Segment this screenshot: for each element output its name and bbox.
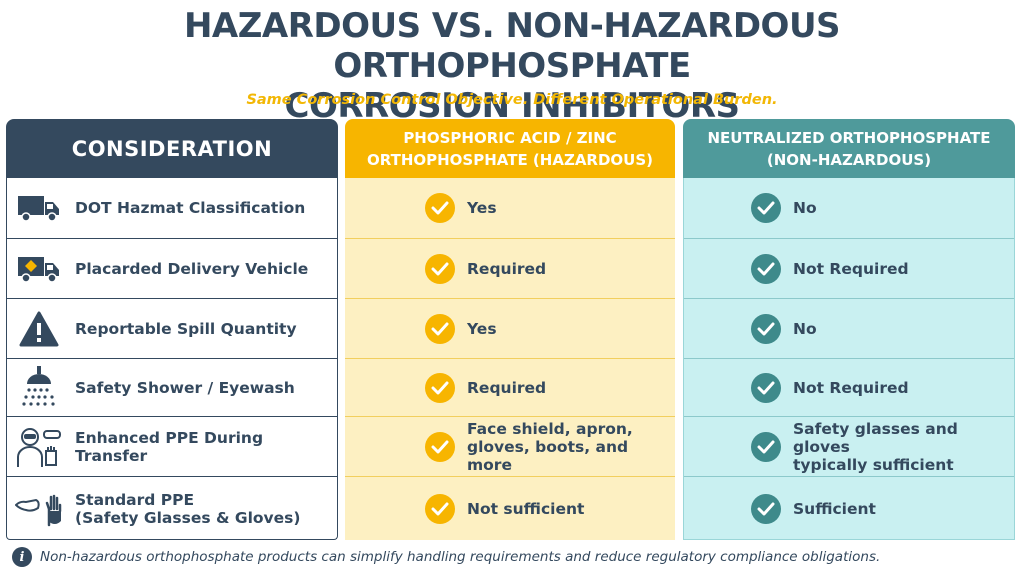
- subtitle: Same Corrosion Control Objective. Differ…: [246, 92, 778, 108]
- check-icon: [425, 193, 455, 223]
- check-icon: [425, 253, 455, 284]
- hazardous-cell: Yes: [345, 298, 675, 358]
- check-icon: [751, 431, 781, 462]
- check-icon: [751, 372, 781, 403]
- consideration-label: Safety Shower / Eyewash: [75, 378, 295, 397]
- hazardous-cell: Required: [345, 358, 675, 416]
- nonhazardous-header: NEUTRALIZED ORTHOPHOSPHATE (NON-HAZARDOUS…: [683, 119, 1015, 178]
- hazardous-column: PHOSPHORIC ACID / ZINC ORTHOPHOSPHATE (HA…: [345, 119, 675, 540]
- nonhazardous-cell: Safety glasses and gloves typically suffi…: [684, 416, 1014, 476]
- glasses-gloves-icon: [15, 487, 63, 531]
- consideration-header: CONSIDERATION: [6, 119, 338, 178]
- nonhazardous-cell: Not Required: [684, 358, 1014, 416]
- footer-note: i Non-hazardous orthophosphate products …: [12, 547, 1012, 567]
- consideration-row: Reportable Spill Quantity: [7, 298, 337, 358]
- nonhazardous-cell: No: [684, 298, 1014, 358]
- consideration-row: Placarded Delivery Vehicle: [7, 238, 337, 298]
- info-icon: i: [12, 547, 32, 567]
- hazardous-cell: Required: [345, 238, 675, 298]
- consideration-label: DOT Hazmat Classification: [75, 199, 306, 217]
- page-title: HAZARDOUS VS. NON-HAZARDOUS ORTHOPHOSPHA…: [0, 6, 1024, 126]
- title-line-1: HAZARDOUS VS. NON-HAZARDOUS ORTHOPHOSPHA…: [183, 6, 841, 86]
- check-icon: [751, 193, 781, 223]
- hazardous-cell: Face shield, apron, gloves, boots, and mo…: [345, 416, 675, 476]
- nonhazardous-cell: Not Required: [684, 238, 1014, 298]
- hazardous-cell: Yes: [345, 178, 675, 238]
- consideration-row: Safety Shower / Eyewash: [7, 358, 337, 416]
- check-icon: [425, 313, 455, 344]
- shower-icon: [15, 365, 63, 410]
- ppe-worker-icon: [15, 425, 63, 469]
- consideration-column: CONSIDERATION DOT Hazmat Classification …: [6, 119, 338, 540]
- consideration-label: Standard PPE (Safety Glasses & Gloves): [75, 490, 301, 527]
- check-icon: [425, 431, 455, 462]
- nonhazardous-column: NEUTRALIZED ORTHOPHOSPHATE (NON-HAZARDOUS…: [683, 119, 1015, 540]
- check-icon: [751, 313, 781, 344]
- check-icon: [751, 253, 781, 284]
- truck-icon: [15, 186, 63, 230]
- check-icon: [425, 493, 455, 524]
- nonhazardous-cell: Sufficient: [684, 476, 1014, 540]
- consideration-row: DOT Hazmat Classification: [7, 178, 337, 238]
- consideration-label: Reportable Spill Quantity: [75, 319, 297, 338]
- hazardous-cell: Not sufficient: [345, 476, 675, 540]
- placarded-truck-icon: [15, 247, 63, 291]
- hazardous-header: PHOSPHORIC ACID / ZINC ORTHOPHOSPHATE (HA…: [345, 119, 675, 178]
- check-icon: [751, 493, 781, 524]
- nonhazardous-cell: No: [684, 178, 1014, 238]
- warning-triangle-icon: [15, 307, 63, 351]
- consideration-label: Enhanced PPE During Transfer: [75, 428, 264, 465]
- footer-text: Non-hazardous orthophosphate products ca…: [40, 549, 881, 565]
- consideration-label: Placarded Delivery Vehicle: [75, 259, 309, 278]
- consideration-row: Standard PPE (Safety Glasses & Gloves): [7, 476, 337, 540]
- check-icon: [425, 372, 455, 403]
- consideration-row: Enhanced PPE During Transfer: [7, 416, 337, 476]
